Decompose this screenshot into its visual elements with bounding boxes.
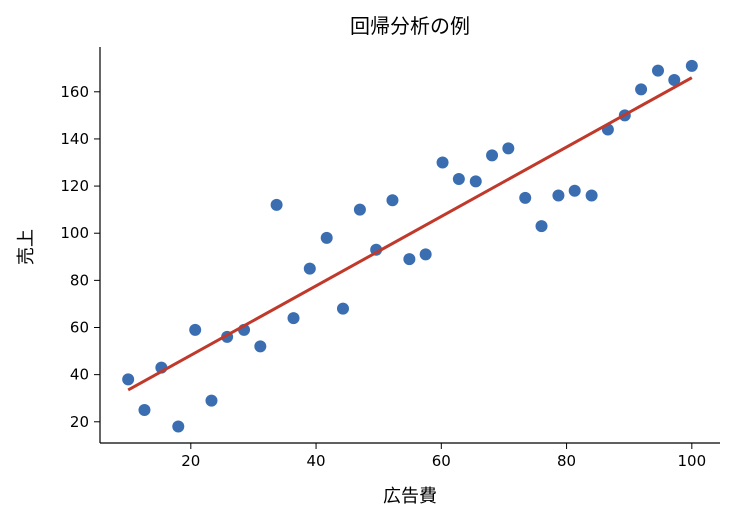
data-point: [486, 149, 499, 162]
data-point: [652, 64, 664, 77]
data-point: [320, 231, 333, 244]
x-tick-label: 80: [557, 452, 576, 470]
y-tick-label: 160: [60, 83, 89, 101]
y-tick-label: 20: [70, 413, 89, 431]
data-point: [270, 198, 283, 211]
data-point: [685, 59, 698, 72]
data-point: [535, 220, 548, 233]
x-tick-label: 20: [181, 452, 200, 470]
data-point: [254, 340, 267, 353]
data-point: [635, 83, 648, 96]
data-point: [303, 262, 316, 275]
data-point: [205, 394, 218, 407]
y-ticks: 20 40 60 80 100 120 140 160: [60, 83, 100, 431]
y-tick-label: 100: [60, 224, 89, 242]
data-point: [353, 203, 366, 216]
data-point: [436, 156, 449, 169]
x-ticks: 20 40 60 80 100: [181, 443, 706, 470]
data-point: [403, 253, 416, 266]
regression-line: [127, 76, 693, 392]
data-point: [386, 194, 399, 207]
y-tick-label: 140: [60, 130, 89, 148]
data-point: [469, 175, 482, 188]
y-tick-label: 60: [70, 319, 89, 337]
x-tick-label: 60: [432, 452, 451, 470]
data-point: [287, 312, 300, 325]
y-tick-label: 40: [70, 366, 89, 384]
data-points: [122, 59, 698, 433]
x-axis-label: 広告費: [383, 486, 437, 507]
data-point: [419, 248, 432, 261]
y-tick-label: 80: [70, 271, 89, 289]
y-tick-label: 120: [60, 177, 89, 195]
data-point: [585, 189, 598, 202]
data-point: [189, 323, 202, 336]
data-point: [172, 420, 185, 433]
data-point: [552, 189, 565, 202]
data-point: [502, 142, 515, 155]
data-point: [568, 184, 581, 197]
data-point: [336, 302, 349, 315]
x-tick-label: 40: [307, 452, 326, 470]
data-point: [452, 173, 465, 185]
x-tick-label: 100: [677, 452, 706, 470]
data-point: [668, 74, 681, 86]
data-point: [122, 373, 135, 386]
data-point: [519, 191, 532, 204]
y-axis-label: 売上: [16, 229, 37, 265]
chart-title: 回帰分析の例: [350, 14, 470, 38]
regression-lines: [127, 76, 693, 392]
data-point: [138, 404, 151, 416]
